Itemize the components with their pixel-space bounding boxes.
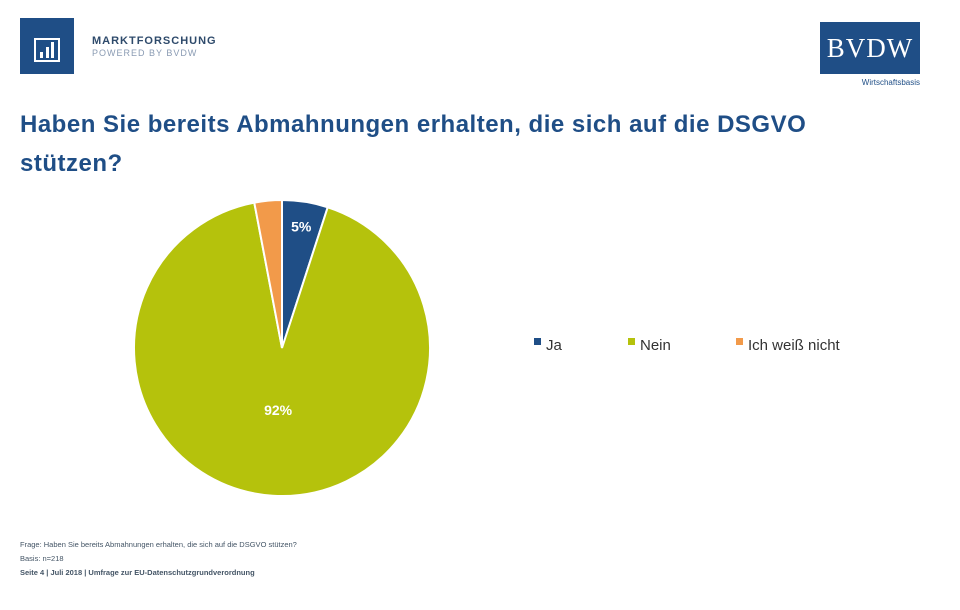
footer-notes: Frage: Haben Sie bereits Abmahnungen erh… [20, 538, 297, 580]
bar-chart-logo-icon [20, 18, 74, 74]
legend-swatch-ja [534, 338, 541, 345]
bvdw-logo-subtext: Wirtschaftsbasis [861, 78, 920, 87]
logo-title: MARKTFORSCHUNG [92, 34, 217, 47]
legend-swatch-ich-weiss-nicht [736, 338, 743, 345]
footer-question: Frage: Haben Sie bereits Abmahnungen erh… [20, 540, 297, 549]
footer-source: Seite 4 | Juli 2018 | Umfrage zur EU-Dat… [20, 568, 255, 577]
chart-title: Haben Sie bereits Abmahnungen erhalten, … [20, 111, 807, 177]
data-label-ja: 5% [291, 219, 312, 235]
bvdw-logo-text: BVDW [820, 22, 920, 74]
pie-slice-ich-weiss-nicht [253, 198, 283, 349]
bvdw-logo: BVDW Wirtschaftsbasis [820, 22, 920, 87]
pie-slice-nein [133, 201, 431, 497]
legend-label-nein: Nein [640, 337, 671, 354]
legend-label-ich-weiss-nicht: Ich weiß nicht [748, 337, 841, 354]
legend-label-ja: Ja [546, 337, 563, 354]
legend-swatch-nein [628, 338, 635, 345]
data-label-nein: 92% [264, 402, 293, 418]
logo-subtitle: POWERED BY BVDW [92, 47, 198, 58]
footer-base: Basis: n=218 [20, 554, 64, 563]
marktforschung-logo: MARKTFORSCHUNG POWERED BY BVDW [20, 18, 217, 74]
